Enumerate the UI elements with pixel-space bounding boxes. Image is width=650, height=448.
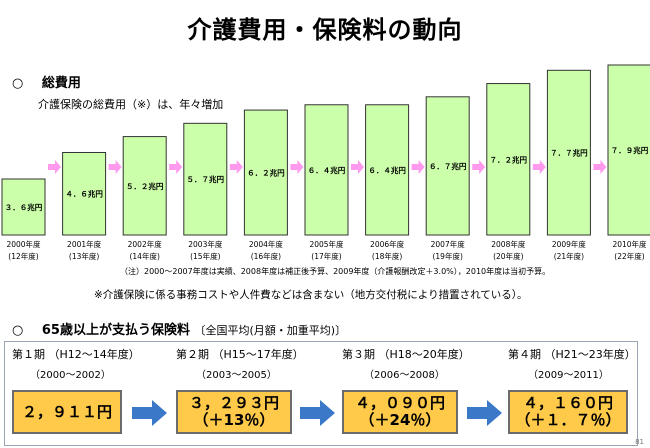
bar	[425, 96, 470, 236]
x-tick-label-year: 2009年度	[552, 239, 587, 249]
x-tick-label-era: (20年度)	[493, 251, 523, 261]
section-total-cost-subtitle: 介護保険の総費用（※）は、年々増加	[38, 98, 224, 111]
bar-value-label: ７．９兆円	[611, 145, 649, 155]
period-2-premium-amount: ３，２９３円	[188, 394, 279, 412]
x-tick-label-era: (16年度)	[251, 251, 281, 261]
x-tick-label-year: 2001年度	[67, 239, 102, 249]
bar	[365, 104, 410, 236]
bar	[1, 178, 46, 236]
bar-value-label: ６．２兆円	[247, 168, 285, 178]
period-3-label: 第３期 （H18～20年度）	[342, 348, 470, 361]
x-tick-label-year: 2005年度	[309, 239, 344, 249]
x-tick-label-year: 2003年度	[188, 239, 223, 249]
pink-arrow-icon	[593, 160, 607, 174]
right-arrow-icon	[300, 400, 335, 426]
pink-arrow-icon	[411, 160, 425, 174]
x-tick-label-era: (19年度)	[432, 251, 462, 261]
bar	[486, 83, 531, 236]
period-2-years: （2003～2005）	[196, 370, 277, 381]
x-tick-label-era: (18年度)	[372, 251, 402, 261]
bar-value-label: ４．６兆円	[65, 189, 103, 199]
bar-value-label: ６．４兆円	[368, 165, 406, 175]
period-2-premium-change: （＋13％）	[193, 411, 275, 429]
bar	[122, 136, 167, 236]
page-title: 介護費用・保険料の動向	[187, 16, 463, 44]
bar	[546, 69, 591, 236]
period-1-label: 第１期 （H12～14年度）	[12, 348, 140, 361]
bar	[243, 109, 288, 236]
premium-periods-panel	[4, 341, 638, 446]
right-arrow-icon	[132, 400, 167, 426]
pink-arrow-icon	[169, 160, 183, 174]
period-4-premium-box: ４，１６０円 （＋１．７％）	[508, 390, 628, 434]
pink-arrow-icon	[532, 160, 546, 174]
x-tick-label-era: (14年度)	[129, 251, 159, 261]
bar-value-label: ７．７兆円	[550, 148, 588, 158]
period-4-label: 第４期 （H21～23年度）	[508, 348, 636, 361]
x-tick-label-era: (13年度)	[69, 251, 99, 261]
period-3-premium-box: ４，０９０円 （＋24％）	[342, 390, 458, 434]
x-tick-label-era: (15年度)	[190, 251, 220, 261]
pink-arrow-icon	[351, 160, 364, 174]
period-4-years: （2009～2011）	[528, 370, 609, 381]
period-1-premium-amount: ２，９１１円	[21, 402, 112, 421]
page-number: 81	[635, 438, 644, 446]
bar	[183, 122, 228, 236]
x-tick-label-era: (17年度)	[311, 251, 341, 261]
cost-scope-note: ※介護保険に係る事務コストや人件費などは含まない（地方交付税により措置されている…	[94, 289, 528, 301]
bar-value-label: ７．２兆円	[490, 154, 528, 164]
bar-value-label: ６．４兆円	[308, 165, 346, 175]
bar	[607, 64, 650, 236]
x-tick-label-year: 2007年度	[431, 239, 466, 249]
chart-footnote: （注）2000～2007年度は実績、2008年度は補正後予算、2009年度（介護…	[120, 267, 551, 276]
right-arrow-icon	[467, 400, 502, 426]
x-tick-label-year: 2004年度	[249, 239, 284, 249]
pink-arrow-icon	[108, 160, 122, 174]
period-3-premium-amount: ４，０９０円	[354, 394, 445, 412]
period-4-premium-amount: ４，１６０円	[522, 394, 613, 412]
pink-arrow-icon	[290, 160, 304, 174]
x-tick-label-year: 2006年度	[370, 239, 405, 249]
period-1-years: （2000～2002）	[30, 370, 111, 381]
bar-value-label: ６．７兆円	[429, 161, 467, 171]
bar-value-label: ３．６兆円	[5, 202, 43, 212]
period-4-premium-change: （＋１．７％）	[515, 411, 621, 429]
x-tick-label-era: (12年度)	[8, 251, 38, 261]
x-tick-label-year: 2002年度	[128, 239, 163, 249]
pink-arrow-icon	[48, 160, 61, 174]
section-premium-title: 65歳以上が支払う保険料	[41, 323, 190, 338]
period-2-label: 第２期 （H15～17年度）	[176, 348, 304, 361]
x-tick-label-year: 2010年度	[612, 239, 647, 249]
x-tick-label-era: (21年度)	[554, 251, 584, 261]
pink-arrow-icon	[229, 160, 243, 174]
total-cost-bar-chart: ３．６兆円 2000年度 (12年度) ４．６兆円 2001年度 (13年度) ５．２兆円 2…	[1, 64, 650, 261]
section-premium-subtitle: 〔全国平均(月額・加重平均)〕	[194, 324, 347, 337]
section-premium-heading: ○ 65歳以上が支払う保険料 〔全国平均(月額・加重平均)〕	[12, 319, 346, 338]
bar-value-label: ５．２兆円	[126, 181, 164, 191]
bullet-circle: ○	[12, 323, 24, 338]
bar	[62, 151, 107, 236]
x-tick-label-year: 2000年度	[6, 239, 41, 249]
x-tick-label-year: 2008年度	[491, 239, 526, 249]
bullet-circle: ○	[12, 76, 24, 91]
period-2-premium-box: ３，２９３円 （＋13％）	[176, 390, 292, 434]
period-1-premium-box: ２，９１１円	[12, 390, 122, 434]
period-3-premium-change: （＋24％）	[359, 411, 441, 429]
bar-value-label: ５．７兆円	[187, 174, 225, 184]
bar	[304, 104, 349, 236]
section-total-cost-title: 総費用	[41, 76, 81, 91]
x-tick-label-era: (22年度)	[614, 251, 644, 261]
section-total-cost-heading: ○ 総費用	[12, 72, 81, 91]
pink-arrow-icon	[472, 160, 486, 174]
period-3-years: （2006～2008）	[364, 370, 445, 381]
